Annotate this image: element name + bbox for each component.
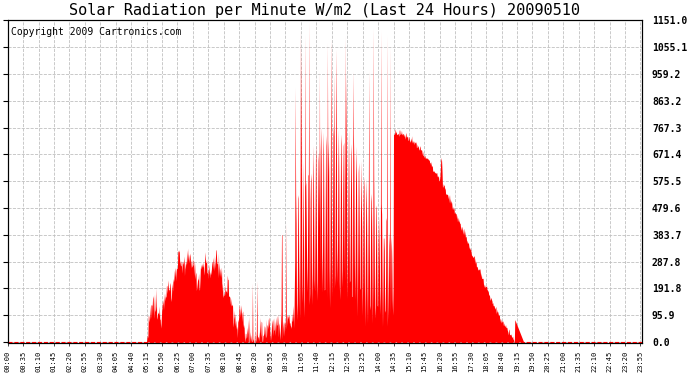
Title: Solar Radiation per Minute W/m2 (Last 24 Hours) 20090510: Solar Radiation per Minute W/m2 (Last 24… (70, 3, 580, 18)
Text: Copyright 2009 Cartronics.com: Copyright 2009 Cartronics.com (11, 27, 181, 37)
